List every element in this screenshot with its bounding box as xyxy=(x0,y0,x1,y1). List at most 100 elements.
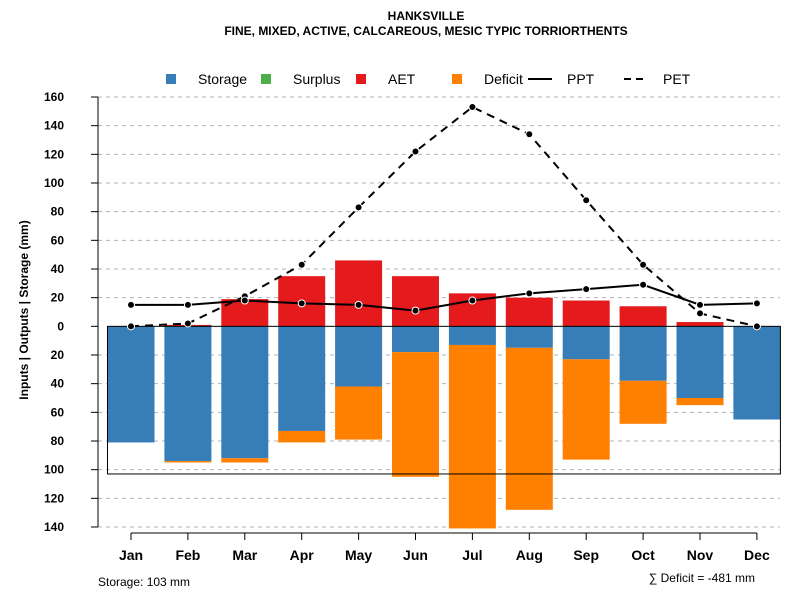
bar-deficit-sep xyxy=(562,359,610,460)
ppt-point-oct xyxy=(639,280,648,289)
bar-aet-oct xyxy=(619,306,667,327)
bars xyxy=(107,260,781,529)
ppt-point-jun xyxy=(411,306,420,315)
x-tick-label-nov: Nov xyxy=(687,547,714,563)
pet-point-jun xyxy=(411,147,420,156)
ppt-point-sep xyxy=(582,285,591,294)
y-tick-label: 80 xyxy=(51,434,65,448)
x-tick-label-oct: Oct xyxy=(631,547,655,563)
x-tick-label-apr: Apr xyxy=(290,547,315,563)
storage-capacity-outline xyxy=(107,325,781,475)
ppt-line xyxy=(131,283,757,312)
pet-point-apr xyxy=(297,260,306,269)
bar-storage-may xyxy=(335,326,383,387)
legend-swatch-storage xyxy=(166,74,176,84)
y-tick-label: 100 xyxy=(44,463,64,477)
pet-point-nov xyxy=(696,309,704,318)
bar-storage-oct xyxy=(619,326,667,381)
x-tick-label-mar: Mar xyxy=(232,547,257,563)
x-tick-label-sep: Sep xyxy=(573,547,599,563)
legend-label-storage: Storage xyxy=(198,71,247,87)
bar-aet-jun xyxy=(392,276,439,327)
bar-deficit-feb xyxy=(164,461,212,463)
y-tick-label: 20 xyxy=(51,291,65,305)
x-tick-label-jul: Jul xyxy=(462,547,482,563)
legend-label-aet: AET xyxy=(388,71,416,87)
ppt-point-mar xyxy=(240,296,249,305)
pet-line xyxy=(130,105,758,328)
legend-label-pet: PET xyxy=(663,71,691,87)
bar-aet-may xyxy=(335,260,383,327)
ppt-point-may xyxy=(354,300,363,309)
bar-storage-dec xyxy=(733,326,781,420)
y-tick-label: 40 xyxy=(51,262,65,276)
storage-capacity-box xyxy=(107,325,781,475)
bar-deficit-jun xyxy=(392,352,439,477)
pet-point-aug xyxy=(525,130,534,139)
y-tick-label: 140 xyxy=(44,520,64,534)
y-axis-label: Inputs | Outputs | Storage (mm) xyxy=(17,220,31,399)
legend-label-deficit: Deficit xyxy=(484,71,523,87)
legend-label-ppt: PPT xyxy=(567,71,595,87)
ppt-point-jul xyxy=(468,296,477,305)
pet-point-jul xyxy=(468,103,477,112)
bar-storage-sep xyxy=(562,326,610,360)
x-tick-label-dec: Dec xyxy=(744,547,770,563)
y-tick-label: 0 xyxy=(57,319,64,333)
y-tick-label: 40 xyxy=(51,377,65,391)
bar-deficit-oct xyxy=(619,380,667,424)
bar-deficit-aug xyxy=(505,347,553,510)
pet-point-sep xyxy=(582,196,591,205)
bar-storage-feb xyxy=(164,326,212,462)
legend: Storage Surplus AET Deficit PPT PET xyxy=(166,71,691,87)
ppt-point-aug xyxy=(525,289,534,298)
ppt-point-nov xyxy=(696,300,704,309)
y-tick-label: 100 xyxy=(44,176,64,190)
x-axis: Jan Feb Mar Apr May Jun Jul Aug Sep Oct Nov Dec xyxy=(119,532,770,563)
bar-storage-apr xyxy=(278,326,326,431)
pet-point-feb xyxy=(183,319,192,328)
ppt-point-feb xyxy=(183,300,192,309)
y-tick-label: 160 xyxy=(44,90,64,104)
bar-storage-jun xyxy=(392,326,439,353)
y-tick-label: 60 xyxy=(51,405,65,419)
pet-point-oct xyxy=(639,260,648,269)
bar-deficit-jul xyxy=(448,344,496,529)
bar-storage-nov xyxy=(676,326,724,398)
x-tick-label-may: May xyxy=(345,547,372,563)
pet-point-jan xyxy=(127,322,135,331)
gridlines xyxy=(98,96,780,528)
bar-storage-mar xyxy=(221,326,269,459)
bar-deficit-mar xyxy=(221,458,269,463)
bar-aet-sep xyxy=(562,300,610,327)
x-tick-label-jan: Jan xyxy=(119,547,143,563)
legend-swatch-aet xyxy=(356,74,366,84)
bar-aet-nov xyxy=(676,322,724,327)
ppt-point-dec xyxy=(752,299,761,308)
y-tick-label: 140 xyxy=(44,119,64,133)
bar-deficit-apr xyxy=(278,430,326,443)
x-tick-label-feb: Feb xyxy=(175,547,200,563)
ppt-point-jan xyxy=(127,300,135,309)
y-tick-label: 80 xyxy=(51,205,65,219)
y-tick-label: 20 xyxy=(51,348,65,362)
x-tick-label-jun: Jun xyxy=(403,547,428,563)
y-tick-label: 60 xyxy=(51,233,65,247)
bar-storage-jul xyxy=(448,326,496,345)
bar-deficit-may xyxy=(335,386,383,440)
y-tick-label: 120 xyxy=(44,147,64,161)
y-tick-label: 120 xyxy=(44,491,64,505)
legend-swatch-deficit xyxy=(452,74,462,84)
storage-note: Storage: 103 mm xyxy=(98,575,190,589)
x-tick-label-aug: Aug xyxy=(516,547,543,563)
bar-storage-aug xyxy=(505,326,553,348)
pet-point-dec xyxy=(752,322,761,331)
chart-subtitle: FINE, MIXED, ACTIVE, CALCAREOUS, MESIC T… xyxy=(224,24,627,38)
lines xyxy=(127,103,761,331)
legend-swatch-surplus xyxy=(261,74,271,84)
pet-point-may xyxy=(354,203,363,212)
bar-aet-aug xyxy=(505,297,553,327)
bar-storage-jan xyxy=(107,326,155,443)
legend-label-surplus: Surplus xyxy=(293,71,340,87)
